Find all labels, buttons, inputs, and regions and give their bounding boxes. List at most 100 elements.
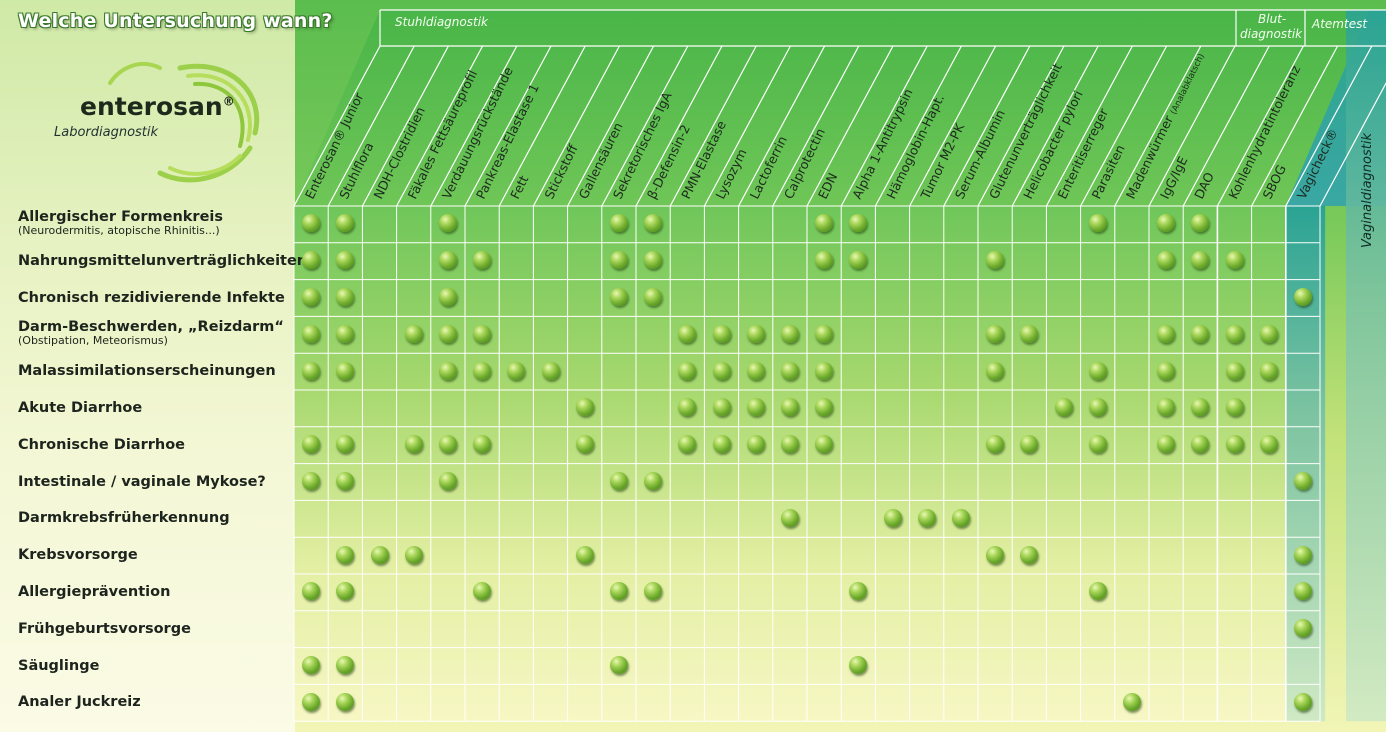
row-label: Krebsvorsorge bbox=[18, 547, 293, 563]
row-label-text: Chronische Diarrhoe bbox=[18, 436, 186, 453]
test-recommended-dot bbox=[849, 214, 868, 233]
row-label: Chronische Diarrhoe bbox=[18, 437, 293, 453]
test-recommended-dot bbox=[336, 361, 355, 380]
test-recommended-dot bbox=[815, 361, 834, 380]
row-label: Analer Juckreiz bbox=[18, 694, 293, 710]
test-recommended-dot bbox=[986, 324, 1005, 343]
test-recommended-dot bbox=[712, 435, 731, 454]
test-recommended-dot bbox=[644, 288, 663, 306]
test-recommended-dot bbox=[302, 582, 321, 601]
test-recommended-dot bbox=[1157, 251, 1176, 270]
test-recommended-dot bbox=[404, 435, 423, 454]
test-recommended-dot bbox=[1225, 324, 1244, 343]
test-recommended-dot bbox=[1191, 435, 1210, 454]
test-recommended-dot bbox=[473, 361, 492, 380]
test-recommended-dot bbox=[404, 545, 423, 564]
row-label-text: Allergieprävention bbox=[18, 584, 171, 600]
test-recommended-dot bbox=[336, 288, 355, 306]
test-recommended-dot bbox=[644, 214, 663, 233]
row-label: Allergischer Formenkreis (Neurodermitis, … bbox=[18, 209, 293, 237]
brand-subtitle: Labordiagnostik bbox=[54, 125, 159, 140]
test-recommended-dot bbox=[815, 435, 834, 454]
test-recommended-dot bbox=[1293, 545, 1312, 564]
test-recommended-dot bbox=[609, 472, 628, 490]
test-recommended-dot bbox=[438, 435, 457, 454]
row-label: Allergieprävention bbox=[18, 584, 293, 600]
test-recommended-dot bbox=[336, 582, 355, 601]
test-recommended-dot bbox=[1293, 288, 1312, 306]
row-label: Akute Diarrhoe bbox=[18, 400, 293, 416]
test-recommended-dot bbox=[302, 324, 321, 343]
enterosan-swirl-logo bbox=[108, 62, 260, 183]
row-label: Malassimilationserscheinungen bbox=[18, 363, 293, 379]
test-recommended-dot bbox=[644, 472, 663, 490]
test-recommended-dot bbox=[1225, 398, 1244, 417]
test-recommended-dot bbox=[644, 251, 663, 270]
test-recommended-dot bbox=[473, 435, 492, 454]
row-label-text: Säuglinge bbox=[18, 657, 100, 674]
test-recommended-dot bbox=[302, 435, 321, 454]
test-recommended-dot bbox=[1157, 361, 1176, 380]
test-recommended-dot bbox=[438, 361, 457, 380]
test-recommended-dot bbox=[815, 398, 834, 417]
test-recommended-dot bbox=[1191, 214, 1210, 233]
test-recommended-dot bbox=[541, 361, 560, 380]
row-label-text: Analer Juckreiz bbox=[18, 694, 141, 711]
test-recommended-dot bbox=[780, 508, 799, 527]
test-recommended-dot bbox=[336, 656, 355, 674]
test-recommended-dot bbox=[302, 361, 321, 380]
row-label-text: Darm-Beschwerden, „Reizdarm“ bbox=[18, 319, 284, 336]
test-recommended-dot bbox=[678, 361, 697, 380]
test-recommended-dot bbox=[1157, 398, 1176, 417]
test-recommended-dot bbox=[815, 251, 834, 270]
test-recommended-dot bbox=[1225, 361, 1244, 380]
test-recommended-dot bbox=[370, 545, 389, 564]
brand-name: enterosan® bbox=[80, 92, 235, 121]
test-recommended-dot bbox=[1293, 472, 1312, 490]
test-recommended-dot bbox=[780, 361, 799, 380]
test-recommended-dot bbox=[609, 288, 628, 306]
test-recommended-dot bbox=[746, 361, 765, 380]
test-recommended-dot bbox=[336, 472, 355, 490]
test-recommended-dot bbox=[1020, 435, 1039, 454]
test-recommended-dot bbox=[302, 251, 321, 270]
test-recommended-dot bbox=[1157, 214, 1176, 233]
test-recommended-dot bbox=[1191, 398, 1210, 417]
row-label: Intestinale / vaginale Mykose? bbox=[18, 474, 293, 490]
test-recommended-dot bbox=[302, 288, 321, 306]
test-recommended-dot bbox=[1225, 435, 1244, 454]
test-recommended-dot bbox=[575, 398, 594, 417]
test-recommended-dot bbox=[986, 361, 1005, 380]
category-atemtest: Atemtest bbox=[1312, 17, 1368, 31]
test-recommended-dot bbox=[438, 251, 457, 270]
test-recommended-dot bbox=[575, 545, 594, 564]
test-recommended-dot bbox=[302, 472, 321, 490]
row-label-text: Intestinale / vaginale Mykose? bbox=[18, 473, 266, 490]
category-blutdiagnostik-line1: Blut- bbox=[1258, 12, 1287, 26]
test-recommended-dot bbox=[1191, 324, 1210, 343]
test-recommended-dot bbox=[438, 324, 457, 343]
test-recommended-dot bbox=[336, 324, 355, 343]
test-recommended-dot bbox=[1157, 324, 1176, 343]
test-recommended-dot bbox=[951, 508, 970, 527]
test-recommended-dot bbox=[1054, 398, 1073, 417]
test-recommended-dot bbox=[849, 656, 868, 674]
page-title: Welche Untersuchung wann? bbox=[18, 10, 333, 32]
test-recommended-dot bbox=[986, 545, 1005, 564]
brand-name-text: enterosan bbox=[80, 92, 223, 121]
test-recommended-dot bbox=[575, 435, 594, 454]
row-label: Darm-Beschwerden, „Reizdarm“ (Obstipation… bbox=[18, 319, 293, 347]
test-recommended-dot bbox=[1020, 324, 1039, 343]
test-recommended-dot bbox=[1259, 361, 1278, 380]
row-label-text: Krebsvorsorge bbox=[18, 547, 138, 564]
row-label-text: Nahrungsmittelunverträglichkeiten bbox=[18, 252, 308, 269]
test-recommended-dot bbox=[712, 398, 731, 417]
test-recommended-dot bbox=[473, 251, 492, 270]
category-stuhldiagnostik: Stuhldiagnostik bbox=[395, 15, 488, 29]
left-panel-background bbox=[0, 0, 295, 732]
row-label: Säuglinge bbox=[18, 658, 293, 674]
test-recommended-dot bbox=[302, 656, 321, 674]
test-recommended-dot bbox=[1088, 214, 1107, 233]
test-recommended-dot bbox=[883, 508, 902, 527]
